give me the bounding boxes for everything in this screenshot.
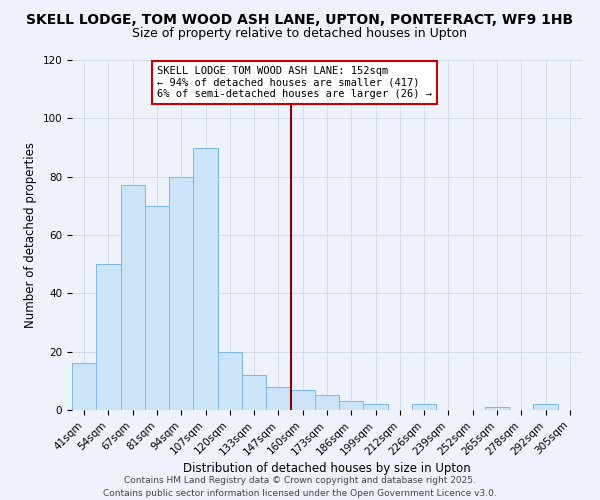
- Bar: [242, 375, 266, 410]
- Bar: [315, 396, 339, 410]
- Text: Contains HM Land Registry data © Crown copyright and database right 2025.
Contai: Contains HM Land Registry data © Crown c…: [103, 476, 497, 498]
- Bar: [121, 186, 145, 410]
- Bar: [485, 407, 509, 410]
- Text: SKELL LODGE TOM WOOD ASH LANE: 152sqm
← 94% of detached houses are smaller (417): SKELL LODGE TOM WOOD ASH LANE: 152sqm ← …: [157, 66, 432, 99]
- Bar: [266, 386, 290, 410]
- X-axis label: Distribution of detached houses by size in Upton: Distribution of detached houses by size …: [183, 462, 471, 475]
- Bar: [339, 401, 364, 410]
- Bar: [96, 264, 121, 410]
- Bar: [145, 206, 169, 410]
- Y-axis label: Number of detached properties: Number of detached properties: [24, 142, 37, 328]
- Bar: [290, 390, 315, 410]
- Bar: [533, 404, 558, 410]
- Bar: [169, 176, 193, 410]
- Text: SKELL LODGE, TOM WOOD ASH LANE, UPTON, PONTEFRACT, WF9 1HB: SKELL LODGE, TOM WOOD ASH LANE, UPTON, P…: [26, 12, 574, 26]
- Bar: [364, 404, 388, 410]
- Text: Size of property relative to detached houses in Upton: Size of property relative to detached ho…: [133, 28, 467, 40]
- Bar: [218, 352, 242, 410]
- Bar: [412, 404, 436, 410]
- Bar: [193, 148, 218, 410]
- Bar: [72, 364, 96, 410]
